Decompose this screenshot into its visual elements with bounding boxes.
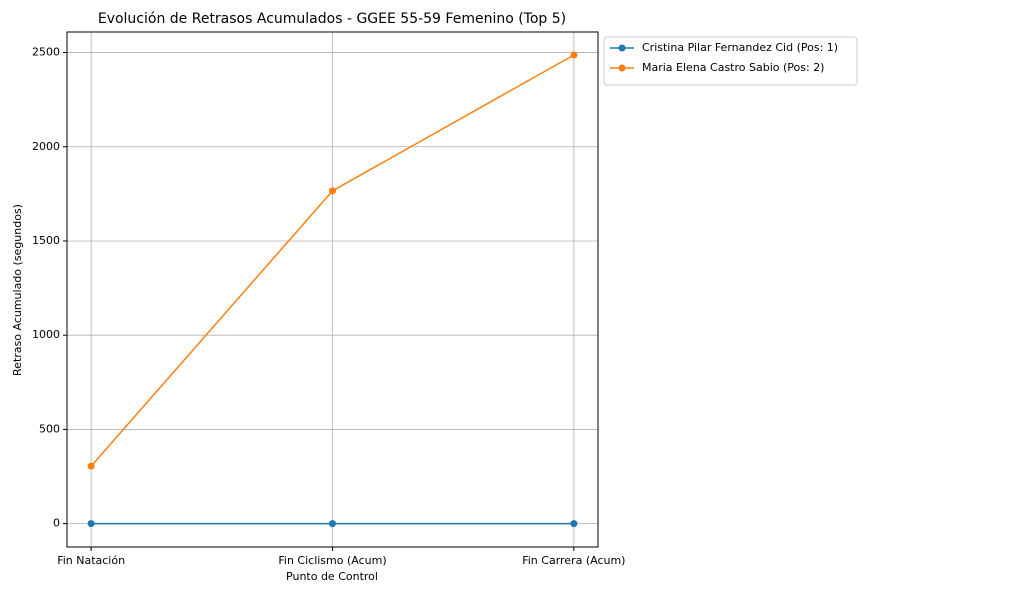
data-point <box>570 51 578 59</box>
y-tick-label: 0 <box>53 517 60 530</box>
legend-marker <box>618 64 626 72</box>
y-axis-label: Retraso Acumulado (segundos) <box>11 204 24 376</box>
x-axis-label: Punto de Control <box>286 570 378 583</box>
data-point <box>329 520 336 528</box>
y-tick-label: 2500 <box>32 46 60 59</box>
legend-box <box>603 36 858 86</box>
legend-marker <box>618 44 626 52</box>
y-tick-label: 500 <box>39 422 60 435</box>
data-point <box>570 520 578 528</box>
x-tick-label: Fin Ciclismo (Acum) <box>278 554 386 567</box>
plot-frame <box>66 31 599 548</box>
data-point <box>329 187 336 195</box>
data-point <box>87 462 95 470</box>
legend-label: Cristina Pilar Fernandez Cid (Pos: 1) <box>642 41 838 54</box>
data-point <box>87 520 95 528</box>
y-tick-label: 1500 <box>32 234 60 247</box>
chart-title: Evolución de Retrasos Acumulados - GGEE … <box>98 11 566 27</box>
x-tick-label: Fin Natación <box>57 554 125 567</box>
legend-label: Maria Elena Castro Sabio (Pos: 2) <box>642 61 824 74</box>
x-tick-label: Fin Carrera (Acum) <box>522 554 625 567</box>
y-tick-label: 2000 <box>32 140 60 153</box>
y-tick-label: 1000 <box>32 328 60 341</box>
